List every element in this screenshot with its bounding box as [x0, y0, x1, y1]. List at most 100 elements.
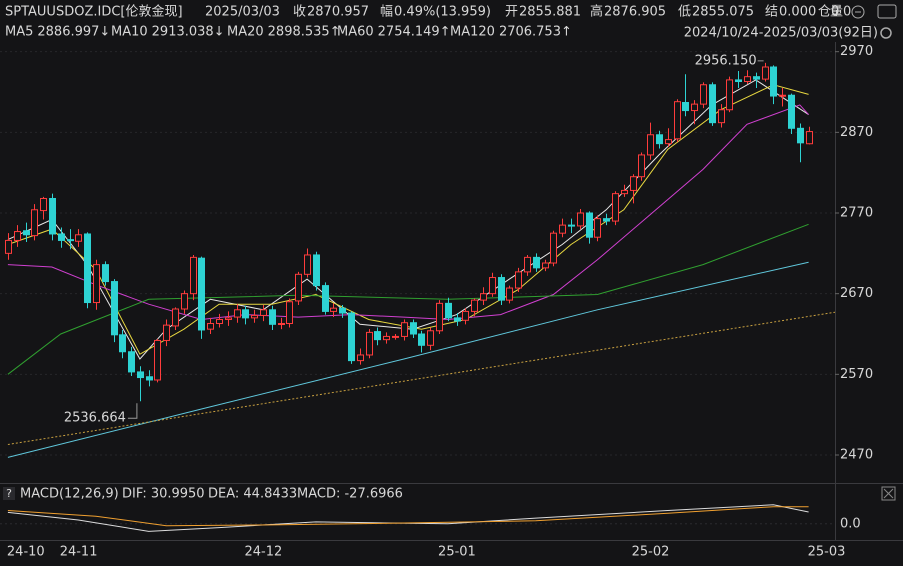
candle-body	[709, 84, 716, 124]
macd-lines	[7, 504, 809, 532]
candle-body	[577, 212, 584, 227]
legend-name: MA5	[5, 25, 33, 40]
macd-title: MACD(12,26,9)	[20, 487, 119, 502]
legend-value: 2706.753↑	[499, 25, 572, 40]
x-tick-label: 24-12	[244, 545, 282, 560]
candle-body	[172, 308, 179, 327]
candle-body	[137, 371, 144, 379]
quote-value: 2876.905	[604, 5, 666, 20]
candle-body	[559, 224, 566, 234]
candle-body	[198, 257, 205, 331]
candle-body	[93, 264, 100, 304]
candle-body	[14, 231, 21, 241]
candle-body	[594, 218, 601, 238]
candle-body	[638, 154, 645, 178]
candle-body	[726, 79, 733, 111]
candle-body	[586, 212, 593, 238]
quote-label: 结	[765, 5, 778, 20]
legend-value: 2898.535↑	[268, 25, 341, 40]
quote-label: 幅	[380, 5, 393, 20]
candle-body	[718, 109, 725, 124]
x-tick-label: 24-11	[60, 545, 98, 560]
settings-icon[interactable]	[880, 27, 892, 39]
candle-body	[506, 287, 513, 301]
candle-body	[67, 239, 74, 242]
help-icon-mark: ?	[6, 487, 12, 500]
candle-body	[119, 334, 126, 353]
close-panel-icon[interactable]	[881, 486, 896, 501]
candle-body	[445, 302, 452, 319]
candle-body	[779, 94, 786, 97]
candle-body	[207, 323, 214, 330]
macd-line	[7, 506, 809, 527]
candle-body	[154, 339, 161, 381]
candle-body	[313, 254, 320, 287]
candle-body	[454, 317, 461, 322]
legend-name: MA10	[111, 25, 148, 40]
quote-label: 高	[590, 4, 603, 20]
candle-body	[744, 76, 751, 83]
candle-body	[181, 293, 188, 310]
candle-body	[656, 134, 663, 145]
low-annotation: 2536.664	[64, 411, 126, 426]
candle-body	[700, 84, 707, 105]
candle-body	[278, 323, 285, 326]
candle-body	[111, 281, 118, 336]
candle-body	[418, 333, 425, 346]
y-tick-label: 2670	[840, 286, 873, 301]
candle-body	[735, 79, 742, 83]
candle-body	[23, 230, 30, 236]
candle-body	[471, 299, 478, 312]
candle-body	[102, 264, 109, 283]
quote-value: 2870.957	[307, 5, 369, 20]
candle-body	[295, 273, 302, 302]
x-tick-label: 24-10	[7, 545, 45, 560]
candle-body	[84, 233, 91, 304]
candle-body	[630, 176, 637, 191]
candle-body	[806, 131, 813, 145]
candle-body	[770, 66, 777, 97]
candle-body	[665, 139, 672, 145]
candle-body	[568, 224, 575, 227]
y-tick-label: 2970	[840, 44, 873, 59]
macd-label: MACD: -27.6966	[297, 487, 403, 502]
zoom-icon[interactable]	[851, 5, 865, 19]
candle-body	[392, 335, 399, 338]
candle-body	[49, 197, 56, 235]
candle-body	[40, 197, 47, 212]
candle-body	[330, 307, 337, 312]
candle-body	[612, 193, 619, 222]
legend-name: MA60	[337, 25, 374, 40]
candle-body	[322, 285, 329, 312]
candle-body	[234, 309, 241, 318]
quote-value: 2855.881	[519, 5, 581, 20]
candle-body	[603, 218, 610, 222]
candle-body	[753, 76, 760, 80]
candle-body	[410, 322, 417, 335]
help-icon[interactable]	[3, 487, 15, 500]
ma-line	[7, 104, 809, 321]
candle-body	[339, 307, 346, 314]
legend-value: 2754.149↑	[378, 25, 451, 40]
candle-body	[366, 331, 373, 356]
candle-body	[383, 335, 390, 341]
ma-line	[7, 84, 809, 355]
candle-body	[480, 293, 487, 301]
candle-body	[788, 94, 795, 129]
symbol: SPTAUUSDOZ.IDC[伦敦金现]	[5, 4, 183, 20]
legend-value: 2886.997↓	[37, 25, 110, 40]
wp-icon[interactable]	[877, 4, 897, 19]
candle-body	[146, 376, 153, 381]
ma-line	[7, 223, 809, 375]
candle-body	[682, 101, 689, 112]
candle-body	[242, 309, 249, 319]
x-tick-label: 25-01	[438, 545, 476, 560]
legend-value: 2913.038↓	[152, 25, 225, 40]
candles	[5, 62, 813, 402]
candle-body	[462, 310, 469, 321]
candle-body	[357, 354, 364, 362]
macd-label: DEA: 44.8433	[208, 487, 297, 502]
candle-body	[489, 277, 496, 295]
